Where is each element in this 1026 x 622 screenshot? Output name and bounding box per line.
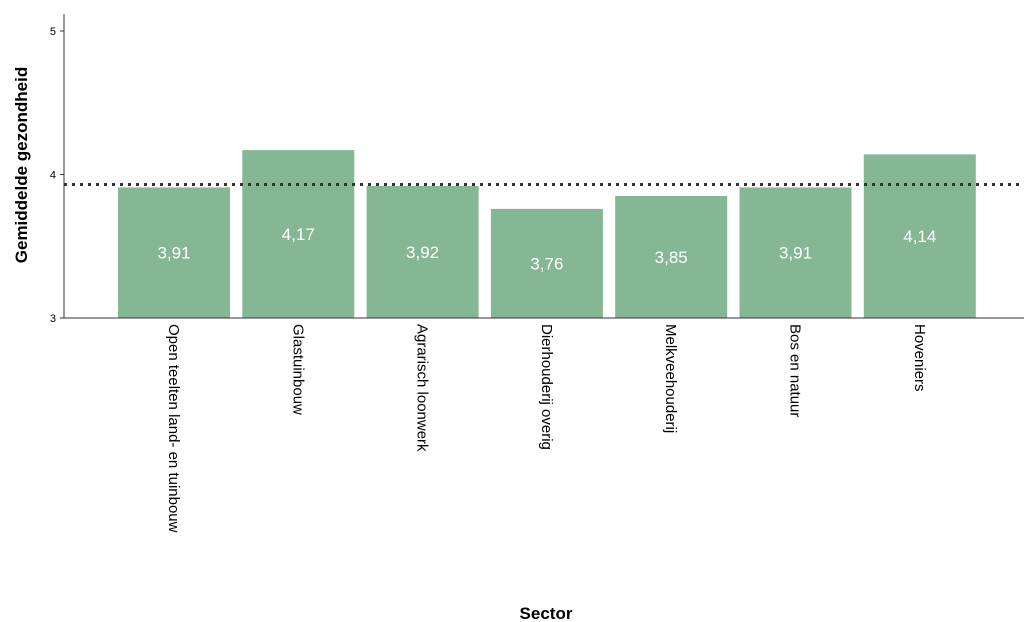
y-tick-label: 5 (50, 26, 56, 38)
x-axis-title: Sector (520, 604, 573, 622)
bar-value-label: 3,92 (406, 243, 439, 262)
bar-6 (739, 187, 852, 318)
bar-1 (118, 187, 230, 318)
bar-4 (490, 208, 603, 318)
bar-value-label: 3,91 (157, 244, 190, 263)
bar-value-label: 4,14 (903, 227, 936, 246)
category-label: Glastuinbouw (289, 324, 306, 415)
value-labels: 3,91 4,17 3,92 3,76 3,85 3,91 4,14 (157, 225, 936, 273)
bar-value-label: 3,76 (530, 255, 563, 274)
y-tick-label: 4 (50, 170, 56, 182)
bar-2 (242, 150, 355, 318)
category-label: Melkveehouderij (662, 324, 679, 433)
y-axis-title: Gemiddelde gezondheid (12, 67, 31, 263)
bar-value-label: 3,91 (779, 244, 812, 263)
bar-3 (366, 186, 479, 318)
bar-value-label: 4,17 (282, 225, 315, 244)
y-ticks: 3 4 5 (50, 26, 64, 325)
category-label: Bos en natuur (787, 324, 804, 417)
category-label: Hoveniers (911, 324, 928, 392)
category-label: Dierhouderij overig (538, 324, 555, 450)
bar-value-label: 3,85 (655, 248, 688, 267)
y-tick-label: 3 (50, 313, 56, 325)
bars (118, 150, 976, 318)
category-label: Agrarisch loonwerk (414, 324, 431, 452)
bar-7 (863, 154, 976, 318)
category-label: Open teelten land- en tuinbouw (165, 324, 182, 533)
category-labels: Open teelten land- en tuinbouw Glastuinbo… (165, 324, 928, 533)
bar-5 (615, 196, 728, 318)
